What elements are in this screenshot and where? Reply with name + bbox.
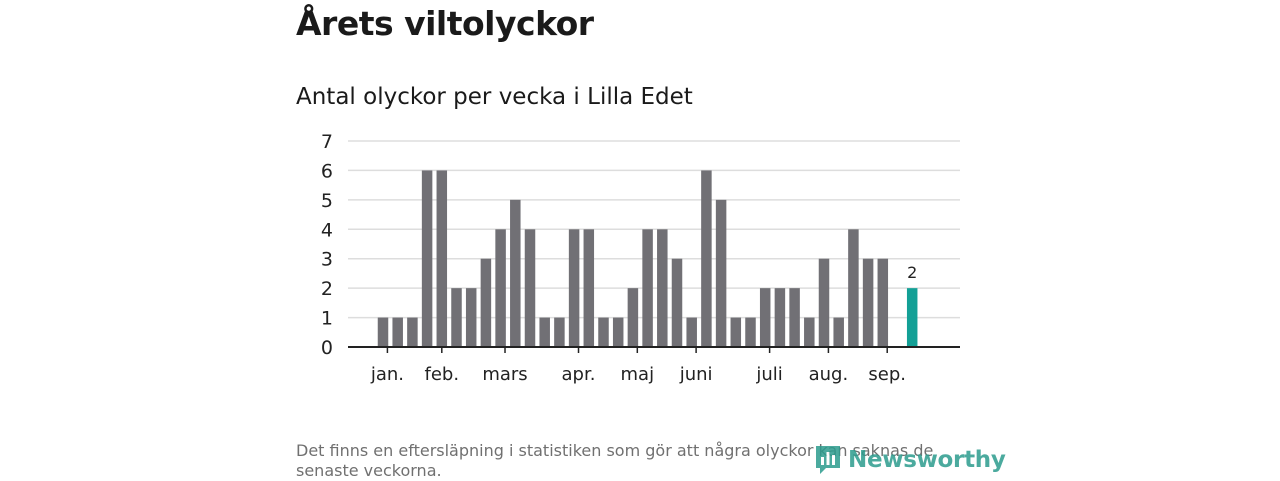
bar xyxy=(407,317,418,347)
brand-name: Newsworthy xyxy=(848,447,1006,473)
bar xyxy=(686,317,697,347)
chart-subtitle: Antal olyckor per vecka i Lilla Edet xyxy=(296,84,693,110)
page-title: Årets viltolyckor xyxy=(296,4,594,43)
bar xyxy=(789,288,800,347)
bar xyxy=(657,229,668,347)
x-tick-label: juni xyxy=(679,364,713,385)
bar xyxy=(818,258,830,347)
bar xyxy=(421,170,433,347)
y-tick-label: 5 xyxy=(321,190,333,212)
bar xyxy=(465,288,477,347)
bar xyxy=(804,317,815,347)
y-tick-label: 3 xyxy=(321,249,333,271)
bar xyxy=(774,288,786,347)
bar xyxy=(436,170,448,347)
bar xyxy=(730,317,742,347)
bar xyxy=(848,229,859,347)
data-label: 2 xyxy=(907,263,917,282)
bar xyxy=(701,170,712,347)
x-tick-label: jan. xyxy=(370,364,404,385)
bar xyxy=(627,288,639,347)
bar xyxy=(539,317,550,347)
x-tick-label: mars xyxy=(482,364,527,385)
footnote: Det finns en eftersläpning i statistiken… xyxy=(296,441,934,480)
bar xyxy=(833,317,844,347)
y-tick-label: 1 xyxy=(321,308,333,330)
bar xyxy=(392,317,403,347)
y-tick-label: 4 xyxy=(321,219,333,241)
y-tick-label: 0 xyxy=(321,337,333,359)
bar xyxy=(745,317,756,347)
x-tick-label: feb. xyxy=(425,364,460,385)
bar xyxy=(524,229,536,347)
bar xyxy=(510,199,521,347)
y-tick-label: 7 xyxy=(321,131,333,153)
bar-highlight xyxy=(906,288,918,347)
bar xyxy=(495,229,506,347)
x-tick-label: sep. xyxy=(868,364,906,385)
bar xyxy=(759,288,771,347)
bar xyxy=(642,229,653,347)
bar xyxy=(583,229,595,347)
bar xyxy=(554,317,565,347)
bar xyxy=(377,317,389,347)
bar xyxy=(715,199,727,347)
bar xyxy=(568,229,580,347)
x-tick-label: aug. xyxy=(809,364,849,385)
bar xyxy=(451,288,462,347)
bar xyxy=(671,258,683,347)
x-tick-label: apr. xyxy=(562,364,596,385)
brand-logo[interactable]: Newsworthy xyxy=(814,444,1006,476)
y-tick-label: 6 xyxy=(321,160,333,182)
newsworthy-logo-icon xyxy=(816,446,840,474)
x-tick-label: maj xyxy=(621,364,655,385)
bar xyxy=(877,258,889,347)
bar xyxy=(480,258,492,347)
bar xyxy=(862,258,874,347)
bar xyxy=(612,317,624,347)
y-tick-label: 2 xyxy=(321,278,333,300)
bar xyxy=(598,317,609,347)
x-tick-label: juli xyxy=(755,364,782,385)
